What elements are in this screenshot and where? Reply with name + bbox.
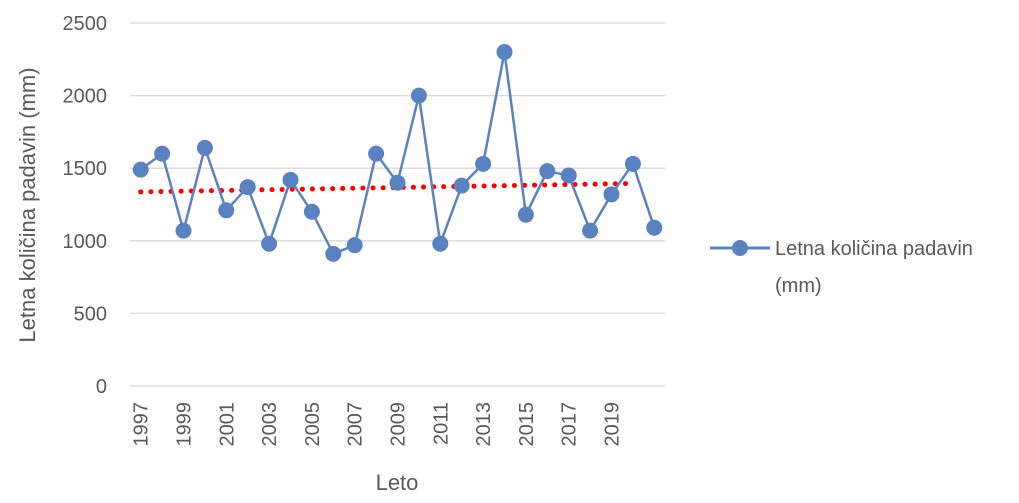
data-point [517,206,534,223]
data-point [218,202,235,219]
data-point [132,161,149,178]
legend: Letna količina padavin (mm) [710,238,973,297]
x-tick-labels: 1997 1999 2001 2003 2005 2007 2009 2011 2013 2015… [131,402,624,447]
x-tick-label: 2017 [559,402,581,447]
data-point [261,235,278,252]
data-point [624,155,641,172]
trendline-path [138,180,636,195]
data-point [154,145,171,162]
x-tick-label: 2011 [430,402,452,445]
data-point [646,219,663,236]
y-tick-label: 500 [74,303,107,325]
series-polyline [139,50,656,256]
data-point [325,245,342,262]
y-tick-label: 0 [96,376,107,398]
x-tick-label: 2007 [345,402,367,447]
series-line [139,50,656,256]
data-point [432,235,449,252]
y-axis-label: Letna količina padavin (mm) [15,67,40,342]
y-tick-label: 1000 [63,231,108,253]
data-point [475,155,492,172]
data-point [453,177,470,194]
legend-point-marker [732,240,748,256]
x-tick-label: 2005 [302,402,324,447]
x-tick-label: 2001 [216,402,238,447]
x-tick-label: 1997 [131,402,153,447]
data-point [539,163,556,180]
y-tick-label: 1500 [63,158,108,180]
data-point [282,171,299,188]
data-point [239,179,256,196]
data-point [410,87,427,104]
data-point [175,222,192,239]
data-point [582,222,599,239]
data-point [496,44,513,61]
x-tick-label: 2009 [388,402,410,447]
y-tick-labels: 0 500 1000 1500 2000 2500 [63,13,108,398]
trendline [138,180,636,195]
data-point [603,186,620,203]
legend-label-line1: Letna količina padavin [775,238,973,260]
gridlines [130,22,665,387]
data-point [196,139,213,156]
series-points [132,44,663,262]
data-point [303,203,320,220]
x-tick-label: 2013 [473,402,495,447]
y-tick-label: 2500 [63,13,108,35]
legend-label-line2: (mm) [775,275,822,297]
x-tick-label: 2019 [602,402,624,447]
x-axis-label: Leto [376,470,419,495]
y-tick-label: 2000 [63,86,108,108]
x-tick-label: 2003 [259,402,281,447]
x-tick-label: 1999 [174,402,196,447]
x-tick-label: 2015 [516,402,538,447]
data-point [389,174,406,191]
data-point [560,167,577,184]
data-point [368,145,385,162]
data-point [346,237,363,254]
